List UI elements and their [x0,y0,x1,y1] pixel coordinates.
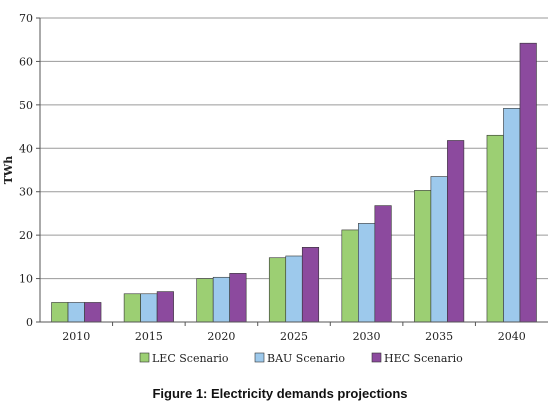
legend-swatch [139,352,150,363]
x-tick-labels: 2010 2015 2020 2025 2030 2035 2040 [62,330,525,343]
bar-bau-scenario-2025 [285,255,303,323]
y-tick-label: 40 [19,142,33,155]
x-tick-label: 2010 [62,330,90,343]
y-tick-label: 70 [19,12,33,25]
y-tick-label: 30 [19,186,33,199]
bar-lec-scenario-2040 [486,134,504,323]
bar-lec-scenario-2010 [51,302,69,323]
bar-bau-scenario-2035 [430,176,448,323]
x-tick-label: 2025 [280,330,308,343]
x-tick-label: 2035 [425,330,453,343]
bar-lec-scenario-2015 [123,293,141,323]
bars [51,42,537,323]
axes [39,18,548,326]
bar-hec-scenario-2030 [374,205,392,323]
x-tick-label: 2030 [353,330,381,343]
y-axis-label: TWh [2,156,15,185]
y-tick-label: 0 [26,316,33,329]
legend-label: HEC Scenario [384,352,463,365]
bar-hec-scenario-2010 [84,302,102,323]
bar-bau-scenario-2040 [503,108,521,323]
bar-lec-scenario-2030 [341,229,359,323]
bar-hec-scenario-2035 [447,140,465,323]
x-tick-label: 2020 [207,330,235,343]
figure-caption: Figure 1: Electricity demands projection… [152,386,408,401]
x-tick-label: 2015 [135,330,163,343]
y-tick-labels: 0 10 20 30 40 50 60 70 [19,12,33,329]
y-tick-label: 20 [19,229,33,242]
gridlines [36,17,548,323]
legend: LEC Scenario BAU Scenario HEC Scenario [139,352,463,365]
bar-bau-scenario-2030 [358,223,376,323]
bar-hec-scenario-2015 [156,291,174,323]
bar-lec-scenario-2035 [414,190,432,323]
legend-label: BAU Scenario [267,352,345,365]
y-tick-label: 50 [19,99,33,112]
legend-label: LEC Scenario [152,352,229,365]
x-tick-label: 2040 [498,330,526,343]
bar-bau-scenario-2010 [67,302,85,323]
bar-hec-scenario-2025 [301,247,320,323]
y-tick-label: 60 [19,55,33,68]
bar-lec-scenario-2025 [268,257,287,323]
y-tick-label: 10 [19,273,33,286]
bar-hec-scenario-2040 [519,42,537,323]
bar-bau-scenario-2020 [212,276,230,323]
legend-swatch [371,352,382,363]
bar-bau-scenario-2015 [140,293,158,323]
bar-lec-scenario-2020 [196,278,214,323]
legend-swatch [254,352,265,363]
bar-hec-scenario-2020 [229,273,247,323]
